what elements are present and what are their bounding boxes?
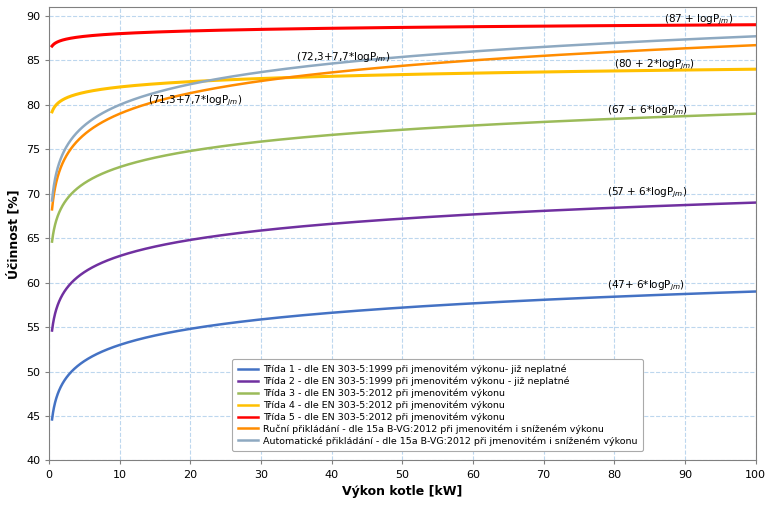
Text: (71,3+7,7*logP$_{jm}$): (71,3+7,7*logP$_{jm}$) xyxy=(148,93,242,108)
Třída 4 - dle EN 303-5:2012 při jmenovitém výkonu xyxy=(317,74,326,80)
Ruční přikládání - dle 15a B-VG:2012 při jmenovitém i sníženém výkonu xyxy=(317,71,326,77)
Line: Třída 2 - dle EN 303-5:1999 při jmenovitém výkonu - již neplatné: Třída 2 - dle EN 303-5:1999 při jmenovit… xyxy=(52,203,755,331)
Automatické přikládání - dle 15a B-VG:2012 při jmenovitém i sníženém výkonu xyxy=(169,85,179,91)
Třída 1 - dle EN 303-5:1999 při jmenovitém výkonu- již neplatné xyxy=(662,291,671,297)
Text: (57 + 6*logP$_{jm}$): (57 + 6*logP$_{jm}$) xyxy=(608,186,687,200)
Třída 1 - dle EN 303-5:1999 při jmenovitém výkonu- již neplatné xyxy=(169,329,179,335)
Text: (47+ 6*logP$_{jm}$): (47+ 6*logP$_{jm}$) xyxy=(608,279,685,293)
Line: Třída 4 - dle EN 303-5:2012 při jmenovitém výkonu: Třída 4 - dle EN 303-5:2012 při jmenovit… xyxy=(52,69,755,112)
Text: (67 + 6*logP$_{jm}$): (67 + 6*logP$_{jm}$) xyxy=(608,104,688,118)
Třída 2 - dle EN 303-5:1999 při jmenovitém výkonu - již neplatné xyxy=(317,222,326,228)
Třída 5 - dle EN 303-5:2012 při jmenovitém výkonu xyxy=(128,30,137,36)
Line: Třída 1 - dle EN 303-5:1999 při jmenovitém výkonu- již neplatné: Třída 1 - dle EN 303-5:1999 při jmenovit… xyxy=(52,291,755,420)
Automatické přikládání - dle 15a B-VG:2012 při jmenovitém i sníženém výkonu xyxy=(317,62,326,68)
Třída 1 - dle EN 303-5:1999 při jmenovitém výkonu- již neplatné xyxy=(751,288,760,294)
Třída 1 - dle EN 303-5:1999 při jmenovitém výkonu- již neplatné xyxy=(128,338,137,344)
Ruční přikládání - dle 15a B-VG:2012 při jmenovitém i sníženém výkonu xyxy=(348,67,357,73)
Text: (80 + 2*logP$_{jm}$): (80 + 2*logP$_{jm}$) xyxy=(615,58,695,72)
Třída 1 - dle EN 303-5:1999 při jmenovitém výkonu- již neplatné xyxy=(47,417,56,423)
Třída 5 - dle EN 303-5:2012 při jmenovitém výkonu xyxy=(348,25,357,31)
Třída 5 - dle EN 303-5:2012 při jmenovitém výkonu xyxy=(737,22,747,28)
Třída 2 - dle EN 303-5:1999 při jmenovitém výkonu - již neplatné xyxy=(751,199,760,206)
Line: Třída 5 - dle EN 303-5:2012 při jmenovitém výkonu: Třída 5 - dle EN 303-5:2012 při jmenovit… xyxy=(52,25,755,46)
Line: Třída 3 - dle EN 303-5:2012 při jmenovitém výkonu: Třída 3 - dle EN 303-5:2012 při jmenovit… xyxy=(52,114,755,241)
Třída 3 - dle EN 303-5:2012 při jmenovitém výkonu xyxy=(47,238,56,244)
Třída 5 - dle EN 303-5:2012 při jmenovitém výkonu xyxy=(317,25,326,31)
Třída 5 - dle EN 303-5:2012 při jmenovitém výkonu xyxy=(169,28,179,34)
Ruční přikládání - dle 15a B-VG:2012 při jmenovitém i sníženém výkonu xyxy=(662,46,671,52)
Automatické přikládání - dle 15a B-VG:2012 při jmenovitém i sníženém výkonu xyxy=(128,97,137,103)
X-axis label: Výkon kotle [kW]: Výkon kotle [kW] xyxy=(342,485,462,498)
Třída 4 - dle EN 303-5:2012 při jmenovitém výkonu xyxy=(348,73,357,79)
Třída 3 - dle EN 303-5:2012 při jmenovitém výkonu xyxy=(317,133,326,139)
Třída 2 - dle EN 303-5:1999 při jmenovitém výkonu - již neplatné xyxy=(662,203,671,209)
Třída 3 - dle EN 303-5:2012 při jmenovitém výkonu xyxy=(751,111,760,117)
Třída 3 - dle EN 303-5:2012 při jmenovitém výkonu xyxy=(128,160,137,166)
Automatické přikládání - dle 15a B-VG:2012 při jmenovitém i sníženém výkonu xyxy=(662,37,671,43)
Text: (87 + logP$_{jm}$): (87 + logP$_{jm}$) xyxy=(664,13,733,27)
Třída 2 - dle EN 303-5:1999 při jmenovitém výkonu - již neplatné xyxy=(737,200,747,206)
Třída 2 - dle EN 303-5:1999 při jmenovitém výkonu - již neplatné xyxy=(47,328,56,334)
Třída 3 - dle EN 303-5:2012 při jmenovitém výkonu xyxy=(348,130,357,136)
Ruční přikládání - dle 15a B-VG:2012 při jmenovitém i sníženém výkonu xyxy=(737,43,747,49)
Třída 4 - dle EN 303-5:2012 při jmenovitém výkonu xyxy=(662,67,671,73)
Automatické přikládání - dle 15a B-VG:2012 při jmenovitém i sníženém výkonu xyxy=(751,33,760,39)
Automatické přikládání - dle 15a B-VG:2012 při jmenovitém i sníženém výkonu xyxy=(47,197,56,204)
Ruční přikládání - dle 15a B-VG:2012 při jmenovitém i sníženém výkonu xyxy=(47,207,56,213)
Třída 1 - dle EN 303-5:1999 při jmenovitém výkonu- již neplatné xyxy=(317,311,326,317)
Třída 3 - dle EN 303-5:2012 při jmenovitém výkonu xyxy=(737,111,747,117)
Automatické přikládání - dle 15a B-VG:2012 při jmenovitém i sníženém výkonu xyxy=(737,34,747,40)
Třída 1 - dle EN 303-5:1999 při jmenovitém výkonu- již neplatné xyxy=(737,289,747,295)
Třída 4 - dle EN 303-5:2012 při jmenovitém výkonu xyxy=(737,66,747,72)
Třída 5 - dle EN 303-5:2012 při jmenovitém výkonu xyxy=(751,22,760,28)
Třída 5 - dle EN 303-5:2012 při jmenovitém výkonu xyxy=(662,22,671,28)
Ruční přikládání - dle 15a B-VG:2012 při jmenovitém i sníženém výkonu xyxy=(128,106,137,112)
Line: Ruční přikládání - dle 15a B-VG:2012 při jmenovitém i sníženém výkonu: Ruční přikládání - dle 15a B-VG:2012 při… xyxy=(52,45,755,210)
Automatické přikládání - dle 15a B-VG:2012 při jmenovitém i sníženém výkonu xyxy=(348,59,357,65)
Třída 3 - dle EN 303-5:2012 při jmenovitém výkonu xyxy=(169,151,179,157)
Line: Automatické přikládání - dle 15a B-VG:2012 při jmenovitém i sníženém výkonu: Automatické přikládání - dle 15a B-VG:20… xyxy=(52,36,755,200)
Ruční přikládání - dle 15a B-VG:2012 při jmenovitém i sníženém výkonu xyxy=(169,94,179,100)
Třída 4 - dle EN 303-5:2012 při jmenovitém výkonu xyxy=(169,80,179,86)
Ruční přikládání - dle 15a B-VG:2012 při jmenovitém i sníženém výkonu xyxy=(751,42,760,48)
Třída 4 - dle EN 303-5:2012 při jmenovitém výkonu xyxy=(128,83,137,89)
Třída 2 - dle EN 303-5:1999 při jmenovitém výkonu - již neplatné xyxy=(169,240,179,246)
Y-axis label: Účinnost [%]: Účinnost [%] xyxy=(7,189,21,279)
Třída 2 - dle EN 303-5:1999 při jmenovitém výkonu - již neplatné xyxy=(128,249,137,255)
Třída 1 - dle EN 303-5:1999 při jmenovitém výkonu- již neplatné xyxy=(348,308,357,314)
Třída 2 - dle EN 303-5:1999 při jmenovitém výkonu - již neplatné xyxy=(348,219,357,225)
Třída 3 - dle EN 303-5:2012 při jmenovitém výkonu xyxy=(662,114,671,120)
Legend: Třída 1 - dle EN 303-5:1999 při jmenovitém výkonu- již neplatné, Třída 2 - dle E: Třída 1 - dle EN 303-5:1999 při jmenovit… xyxy=(232,359,643,451)
Třída 5 - dle EN 303-5:2012 při jmenovitém výkonu xyxy=(47,43,56,49)
Text: (72,3+7,7*logP$_{jm}$): (72,3+7,7*logP$_{jm}$) xyxy=(296,50,390,65)
Třída 4 - dle EN 303-5:2012 při jmenovitém výkonu xyxy=(47,109,56,115)
Třída 4 - dle EN 303-5:2012 při jmenovitém výkonu xyxy=(751,66,760,72)
